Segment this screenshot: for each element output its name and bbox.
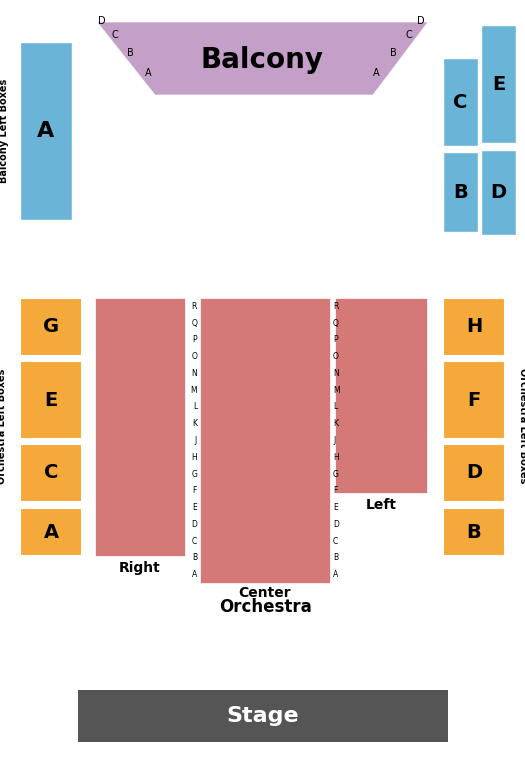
Text: R: R (192, 302, 197, 311)
Bar (481, 25, 516, 143)
Text: B: B (467, 523, 481, 541)
Bar (78, 690, 448, 742)
Text: E: E (492, 75, 505, 94)
Text: D: D (466, 463, 482, 483)
Text: B: B (127, 48, 134, 58)
Text: G: G (333, 470, 339, 478)
Text: D: D (417, 16, 425, 26)
Text: K: K (333, 419, 338, 428)
Text: E: E (333, 503, 338, 512)
Text: K: K (192, 419, 197, 428)
Text: H: H (333, 452, 339, 462)
Text: A: A (192, 570, 197, 579)
Text: A: A (373, 68, 380, 78)
Text: Center: Center (239, 586, 291, 600)
Bar (20, 42, 72, 220)
Text: M: M (333, 385, 340, 395)
Text: G: G (191, 470, 197, 478)
Bar (20, 298, 82, 356)
Text: J: J (195, 436, 197, 445)
Text: Orchestra: Orchestra (218, 598, 311, 616)
Text: B: B (453, 183, 468, 201)
Text: L: L (193, 402, 197, 412)
Text: B: B (333, 553, 338, 562)
Text: F: F (193, 486, 197, 495)
Text: Right: Right (119, 561, 161, 575)
Text: Orchestra Left Boxes: Orchestra Left Boxes (0, 368, 7, 484)
Bar (443, 58, 478, 146)
Text: F: F (467, 391, 480, 410)
Text: D: D (490, 183, 507, 201)
Text: R: R (333, 302, 339, 311)
Text: Stage: Stage (227, 706, 299, 726)
Bar (200, 298, 330, 583)
Text: E: E (45, 391, 58, 410)
Text: C: C (112, 30, 119, 40)
Bar (443, 444, 505, 502)
Text: A: A (145, 68, 152, 78)
Text: P: P (333, 335, 338, 345)
Text: Balcony: Balcony (201, 46, 323, 74)
Bar (20, 361, 82, 439)
Text: B: B (192, 553, 197, 562)
Text: N: N (333, 369, 339, 378)
Bar (20, 508, 82, 556)
Polygon shape (97, 22, 428, 95)
Text: A: A (37, 121, 55, 141)
Text: E: E (192, 503, 197, 512)
Text: A: A (333, 570, 338, 579)
Text: D: D (191, 519, 197, 529)
Bar (443, 152, 478, 232)
Text: D: D (333, 519, 339, 529)
Bar (20, 444, 82, 502)
Text: C: C (405, 30, 412, 40)
Text: F: F (333, 486, 338, 495)
Text: C: C (333, 537, 338, 545)
Text: C: C (192, 537, 197, 545)
Text: J: J (333, 436, 335, 445)
Text: A: A (44, 523, 59, 541)
Text: Q: Q (333, 319, 339, 328)
Text: N: N (191, 369, 197, 378)
Text: B: B (390, 48, 397, 58)
Text: L: L (333, 402, 337, 412)
Text: Left: Left (365, 498, 396, 512)
Bar (335, 298, 427, 493)
Bar (481, 150, 516, 235)
Text: Orchestra Left Boxes: Orchestra Left Boxes (518, 368, 525, 484)
Text: C: C (44, 463, 58, 483)
Text: H: H (466, 317, 482, 336)
Text: M: M (191, 385, 197, 395)
Text: D: D (98, 16, 106, 26)
Text: O: O (333, 353, 339, 361)
Text: O: O (191, 353, 197, 361)
Text: P: P (192, 335, 197, 345)
Text: Balcony Left Boxes: Balcony Left Boxes (0, 79, 9, 183)
Bar (95, 298, 185, 556)
Bar (443, 298, 505, 356)
Text: Q: Q (191, 319, 197, 328)
Bar (443, 361, 505, 439)
Text: H: H (191, 452, 197, 462)
Bar (443, 508, 505, 556)
Text: C: C (453, 93, 468, 112)
Text: G: G (43, 317, 59, 336)
